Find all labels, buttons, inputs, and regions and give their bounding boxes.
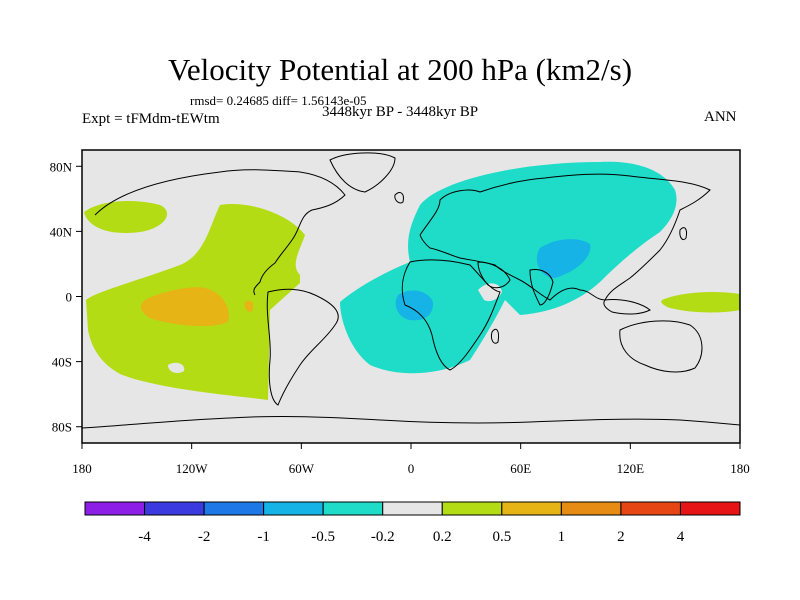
map-axes: 180 120W 60W 0 60E 120E 180 80N 40N 0 40S 80S [50, 159, 750, 476]
colorbar-swatch [501, 501, 562, 516]
colorbar-label: 0.2 [433, 529, 452, 545]
stats-text: rmsd= 0.24685 diff= 1.56143e-05 [190, 93, 367, 108]
colorbar-label: -2 [198, 529, 211, 545]
central-pacific-maximum [140, 287, 229, 327]
colorbar-swatch [84, 501, 146, 516]
lon-tick-label: 120W [176, 461, 209, 476]
small-positive-maximum [244, 300, 254, 312]
colorbar-swatch [620, 501, 681, 516]
experiment-label: Expt = tFMdm-tEWtm [82, 111, 220, 127]
colorbar-swatch [679, 501, 741, 516]
lat-tick-label: 0 [66, 290, 73, 305]
lat-tick-label: 40S [52, 355, 72, 370]
lon-tick-label: 60W [289, 461, 315, 476]
lat-tick-label: 80S [52, 420, 72, 435]
colorbar-label: -1 [257, 529, 270, 545]
colorbar: -4 -2 -1 -0.5 -0.2 0.2 0.5 1 2 4 [84, 501, 741, 545]
lon-tick-label: 0 [408, 461, 415, 476]
colorbar-label: 2 [617, 529, 625, 545]
plot-title: Velocity Potential at 200 hPa (km2/s) [167, 52, 633, 87]
colorbar-swatch [203, 501, 265, 516]
colorbar-swatch [263, 501, 324, 516]
lon-tick-label: 60E [510, 461, 531, 476]
neutral-gap [168, 362, 185, 373]
colorbar-label: -0.2 [371, 529, 395, 545]
africa-minimum [395, 290, 434, 321]
anomaly-fields [82, 152, 740, 429]
positive-anomaly-north-pacific [84, 200, 168, 234]
coastlines [82, 152, 740, 429]
positive-anomaly-west-pacific [661, 292, 740, 313]
colorbar-swatch [322, 501, 384, 516]
colorbar-label: -0.5 [311, 529, 335, 545]
colorbar-label: 0.5 [492, 529, 511, 545]
lon-tick-label: 120E [617, 461, 645, 476]
colorbar-label: -4 [138, 529, 151, 545]
negative-anomaly-indian-ocean [340, 161, 677, 374]
period-label: 3448kyr BP - 3448kyr BP [322, 104, 479, 120]
colorbar-swatch [144, 501, 205, 516]
lat-tick-label: 80N [50, 159, 73, 174]
colorbar-swatch [382, 501, 443, 516]
lon-tick-label: 180 [730, 461, 750, 476]
season-label: ANN [704, 109, 737, 125]
lon-tick-label: 180 [72, 461, 92, 476]
colorbar-swatch [560, 501, 622, 516]
colorbar-label: 1 [558, 529, 566, 545]
colorbar-swatch [441, 501, 503, 516]
lat-tick-label: 40N [50, 224, 73, 239]
colorbar-label: 4 [677, 529, 685, 545]
south-asia-minimum [536, 239, 591, 278]
